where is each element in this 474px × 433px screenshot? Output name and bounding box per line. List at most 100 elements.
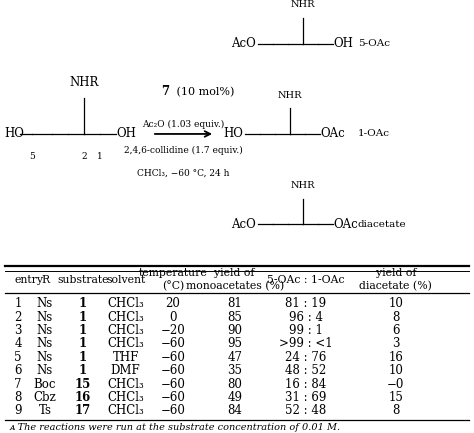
- Text: 85: 85: [227, 310, 242, 323]
- Text: 81 : 19: 81 : 19: [285, 297, 326, 310]
- Text: 7: 7: [14, 378, 22, 391]
- Text: ᴀ The reactions were run at the substrate concentration of 0.01 M.: ᴀ The reactions were run at the substrat…: [9, 423, 341, 432]
- Text: yield of
diacetate (%): yield of diacetate (%): [359, 268, 432, 291]
- Text: 2,4,6-collidine (1.7 equiv.): 2,4,6-collidine (1.7 equiv.): [124, 145, 242, 155]
- Text: 16: 16: [75, 391, 91, 404]
- Text: CHCl₃: CHCl₃: [107, 404, 144, 417]
- Text: 5: 5: [14, 351, 22, 364]
- Text: 8: 8: [392, 404, 400, 417]
- Text: substrate: substrate: [57, 275, 109, 285]
- Text: >99 : <1: >99 : <1: [279, 337, 333, 350]
- Text: 5-OAc : 1-OAc: 5-OAc : 1-OAc: [267, 275, 345, 285]
- Text: 1: 1: [79, 297, 87, 310]
- Text: OH: OH: [116, 127, 136, 140]
- Text: −60: −60: [161, 351, 185, 364]
- Text: R: R: [41, 275, 49, 285]
- Text: −60: −60: [161, 404, 185, 417]
- Text: CHCl₃: CHCl₃: [107, 324, 144, 337]
- Text: −60: −60: [161, 364, 185, 377]
- Text: Ac₂O (1.03 equiv.): Ac₂O (1.03 equiv.): [142, 120, 224, 129]
- Text: Ns: Ns: [37, 297, 53, 310]
- Text: 2: 2: [14, 310, 22, 323]
- Text: 6: 6: [14, 364, 22, 377]
- Text: THF: THF: [112, 351, 139, 364]
- Text: 9: 9: [14, 404, 22, 417]
- Text: yield of
monoacetates (%): yield of monoacetates (%): [185, 268, 284, 291]
- Text: 7: 7: [161, 85, 169, 98]
- Text: 31 : 69: 31 : 69: [285, 391, 327, 404]
- Text: CHCl₃: CHCl₃: [107, 337, 144, 350]
- Text: CHCl₃: CHCl₃: [107, 310, 144, 323]
- Text: 1: 1: [97, 152, 103, 161]
- Text: AcO: AcO: [231, 37, 256, 50]
- Text: Ns: Ns: [37, 310, 53, 323]
- Text: 6: 6: [392, 324, 400, 337]
- Text: 1: 1: [79, 337, 87, 350]
- Text: HO: HO: [223, 127, 243, 140]
- Text: DMF: DMF: [111, 364, 140, 377]
- Text: 17: 17: [75, 404, 91, 417]
- Text: 24 : 76: 24 : 76: [285, 351, 327, 364]
- Text: 1: 1: [79, 364, 87, 377]
- Text: 1: 1: [14, 297, 22, 310]
- Text: NHR: NHR: [291, 0, 315, 10]
- Text: 1-OAc: 1-OAc: [358, 129, 390, 139]
- Text: 84: 84: [227, 404, 242, 417]
- Text: −60: −60: [161, 337, 185, 350]
- Text: AcO: AcO: [231, 218, 256, 231]
- Text: NHR: NHR: [278, 91, 302, 100]
- Text: 10: 10: [388, 364, 403, 377]
- Text: 15: 15: [388, 391, 403, 404]
- Text: NHR: NHR: [291, 181, 315, 190]
- Text: entry: entry: [14, 275, 43, 285]
- Text: Ns: Ns: [37, 324, 53, 337]
- Text: 1: 1: [79, 310, 87, 323]
- Text: −20: −20: [161, 324, 185, 337]
- Text: 5: 5: [29, 152, 35, 161]
- Text: 0: 0: [169, 310, 177, 323]
- Text: CHCl₃, −60 °C, 24 h: CHCl₃, −60 °C, 24 h: [137, 168, 229, 177]
- Text: 48 : 52: 48 : 52: [285, 364, 327, 377]
- Text: OAc: OAc: [320, 127, 345, 140]
- Text: −60: −60: [161, 391, 185, 404]
- Text: 1: 1: [79, 351, 87, 364]
- Text: 80: 80: [227, 378, 242, 391]
- Text: 52 : 48: 52 : 48: [285, 404, 327, 417]
- Text: 16: 16: [388, 351, 403, 364]
- Text: 15: 15: [75, 378, 91, 391]
- Text: Ts: Ts: [38, 404, 52, 417]
- Text: 10: 10: [388, 297, 403, 310]
- Text: NHR: NHR: [69, 76, 99, 89]
- Text: 96 : 4: 96 : 4: [289, 310, 323, 323]
- Text: 35: 35: [227, 364, 242, 377]
- Text: −60: −60: [161, 378, 185, 391]
- Text: 20: 20: [165, 297, 181, 310]
- Text: 2: 2: [81, 152, 87, 161]
- Text: 95: 95: [227, 337, 242, 350]
- Text: 8: 8: [14, 391, 22, 404]
- Text: Boc: Boc: [34, 378, 56, 391]
- Text: 8: 8: [392, 310, 400, 323]
- Text: 3: 3: [392, 337, 400, 350]
- Text: 5-OAc: 5-OAc: [358, 39, 390, 48]
- Text: Ns: Ns: [37, 351, 53, 364]
- Text: Ns: Ns: [37, 337, 53, 350]
- Text: OAc: OAc: [333, 218, 358, 231]
- Text: 99 : 1: 99 : 1: [289, 324, 323, 337]
- Text: Cbz: Cbz: [34, 391, 56, 404]
- Text: −0: −0: [387, 378, 404, 391]
- Text: 16 : 84: 16 : 84: [285, 378, 327, 391]
- Text: diacetate: diacetate: [358, 220, 407, 229]
- Text: temperature
(°C): temperature (°C): [138, 268, 208, 292]
- Text: 3: 3: [14, 324, 22, 337]
- Text: 81: 81: [227, 297, 242, 310]
- Text: CHCl₃: CHCl₃: [107, 297, 144, 310]
- Text: HO: HO: [4, 127, 24, 140]
- Text: 4: 4: [14, 337, 22, 350]
- Text: Ns: Ns: [37, 364, 53, 377]
- Text: 47: 47: [227, 351, 242, 364]
- Text: OH: OH: [333, 37, 353, 50]
- Text: CHCl₃: CHCl₃: [107, 391, 144, 404]
- Text: 1: 1: [79, 324, 87, 337]
- Text: solvent: solvent: [106, 275, 145, 285]
